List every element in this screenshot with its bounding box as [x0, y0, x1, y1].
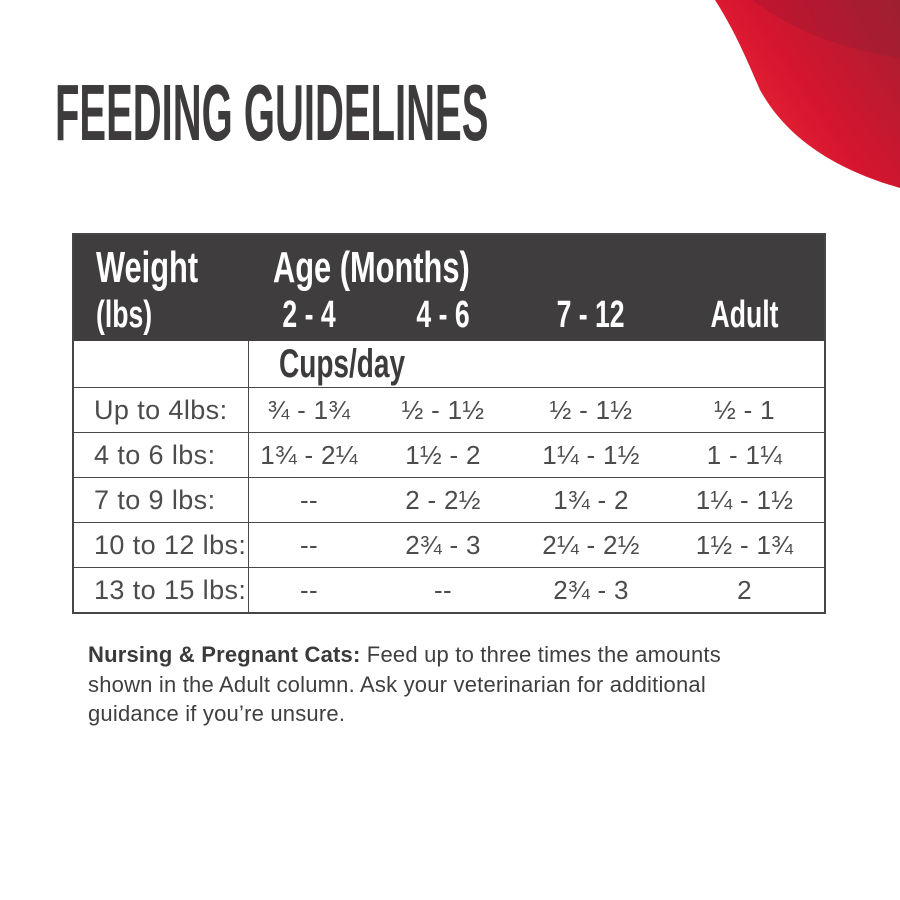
row-weight-label: 4 to 6 lbs:: [74, 433, 249, 477]
row-values: -- 2 - 2½ 1¾ - 2 1¼ - 1½: [249, 478, 824, 522]
cell-value: --: [300, 574, 318, 605]
cell-value: 1½ - 2: [405, 439, 481, 470]
age-header-cell: Age (Months): [249, 243, 824, 293]
age-col-2-4-label: 2 - 4: [282, 294, 336, 336]
age-col-2-4: 2 - 4: [249, 293, 369, 337]
row-weight-label: Up to 4lbs:: [74, 388, 249, 432]
cell-value: ¾ - 1¾: [267, 394, 351, 425]
cell-value: --: [300, 529, 318, 560]
table-body: Cups/day Up to 4lbs: ¾ - 1¾ ½ - 1½ ½ - 1…: [74, 341, 824, 612]
weight-header-cell: Weight: [74, 243, 249, 293]
cell-value: 1¼ - 1½: [542, 439, 640, 470]
age-subcolumns: 2 - 4 4 - 6 7 - 12 Adult: [249, 293, 824, 337]
age-col-4-6: 4 - 6: [369, 293, 517, 337]
cell-value: 1½ - 1¾: [695, 529, 794, 560]
table-row: 10 to 12 lbs: -- 2¾ - 3 2¼ - 2½ 1½ - 1¾: [74, 522, 824, 567]
units-row-empty-cell: [74, 341, 249, 387]
weight-units-label: (lbs): [96, 294, 153, 336]
table-row: Up to 4lbs: ¾ - 1¾ ½ - 1½ ½ - 1½ ½ - 1: [74, 387, 824, 432]
table-header: Weight Age (Months) (lbs) 2 - 4 4 - 6: [74, 235, 824, 341]
age-col-4-6-label: 4 - 6: [416, 294, 470, 336]
row-values: ¾ - 1¾ ½ - 1½ ½ - 1½ ½ - 1: [249, 388, 824, 432]
cell-value: 2¾ - 3: [405, 529, 481, 560]
row-weight-label: 7 to 9 lbs:: [74, 478, 249, 522]
page-title-text: FEEDING GUIDELINES: [55, 68, 489, 157]
row-values: -- 2¾ - 3 2¼ - 2½ 1½ - 1¾: [249, 523, 824, 567]
row-weight-label: 10 to 12 lbs:: [74, 523, 249, 567]
nursing-note-bold: Nursing & Pregnant Cats:: [88, 642, 361, 667]
cell-value: 2 - 2½: [405, 484, 481, 515]
cell-value: 2¼ - 2½: [542, 529, 640, 560]
table-row: 13 to 15 lbs: -- -- 2¾ - 3 2: [74, 567, 824, 612]
weight-units-cell: (lbs): [74, 293, 249, 337]
cell-value: ½ - 1½: [549, 394, 633, 425]
row-values: 1¾ - 2¼ 1½ - 2 1¼ - 1½ 1 - 1¼: [249, 433, 824, 477]
feeding-guidelines-table: Weight Age (Months) (lbs) 2 - 4 4 - 6: [72, 233, 826, 614]
cell-value: 1¼ - 1½: [695, 484, 794, 515]
units-row-values: Cups/day: [249, 341, 824, 387]
nursing-note-line3: guidance if you’re unsure.: [88, 701, 346, 726]
table-row: 4 to 6 lbs: 1¾ - 2¼ 1½ - 2 1¼ - 1½ 1 - 1…: [74, 432, 824, 477]
table-row: 7 to 9 lbs: -- 2 - 2½ 1¾ - 2 1¼ - 1½: [74, 477, 824, 522]
header-row-titles: Weight Age (Months): [74, 243, 824, 293]
age-col-7-12-label: 7 - 12: [556, 294, 626, 336]
nursing-note: Nursing & Pregnant Cats: Feed up to thre…: [88, 640, 836, 729]
age-column-header: Age (Months): [273, 243, 470, 292]
cell-value: 2¾ - 3: [553, 574, 629, 605]
age-col-7-12: 7 - 12: [517, 293, 665, 337]
units-row: Cups/day: [74, 341, 824, 387]
cell-value: 1 - 1¼: [706, 439, 783, 470]
row-weight-label: 13 to 15 lbs:: [74, 568, 249, 612]
weight-column-header: Weight: [96, 243, 199, 292]
cell-value: --: [434, 574, 452, 605]
row-values: -- -- 2¾ - 3 2: [249, 568, 824, 612]
header-row-subtitles: (lbs) 2 - 4 4 - 6 7 - 12 Adult: [74, 293, 824, 337]
red-swoosh-decoration: [715, 0, 900, 188]
cell-value: ½ - 1: [714, 394, 775, 425]
units-label: Cups/day: [279, 341, 406, 386]
nursing-note-line1: Feed up to three times the amounts: [360, 642, 721, 667]
cell-value: 2: [737, 574, 752, 605]
nursing-note-line2: shown in the Adult column. Ask your vete…: [88, 671, 706, 697]
age-col-adult: Adult: [665, 293, 824, 337]
swoosh-corner-shade: [752, 0, 900, 58]
cell-value: 1¾ - 2¼: [260, 439, 358, 470]
cell-value: ½ - 1½: [401, 394, 485, 425]
page-title: FEEDING GUIDELINES: [55, 73, 900, 153]
cell-value: 1¾ - 2: [553, 484, 629, 515]
cell-value: --: [300, 484, 318, 515]
age-col-adult-label: Adult: [710, 294, 779, 336]
